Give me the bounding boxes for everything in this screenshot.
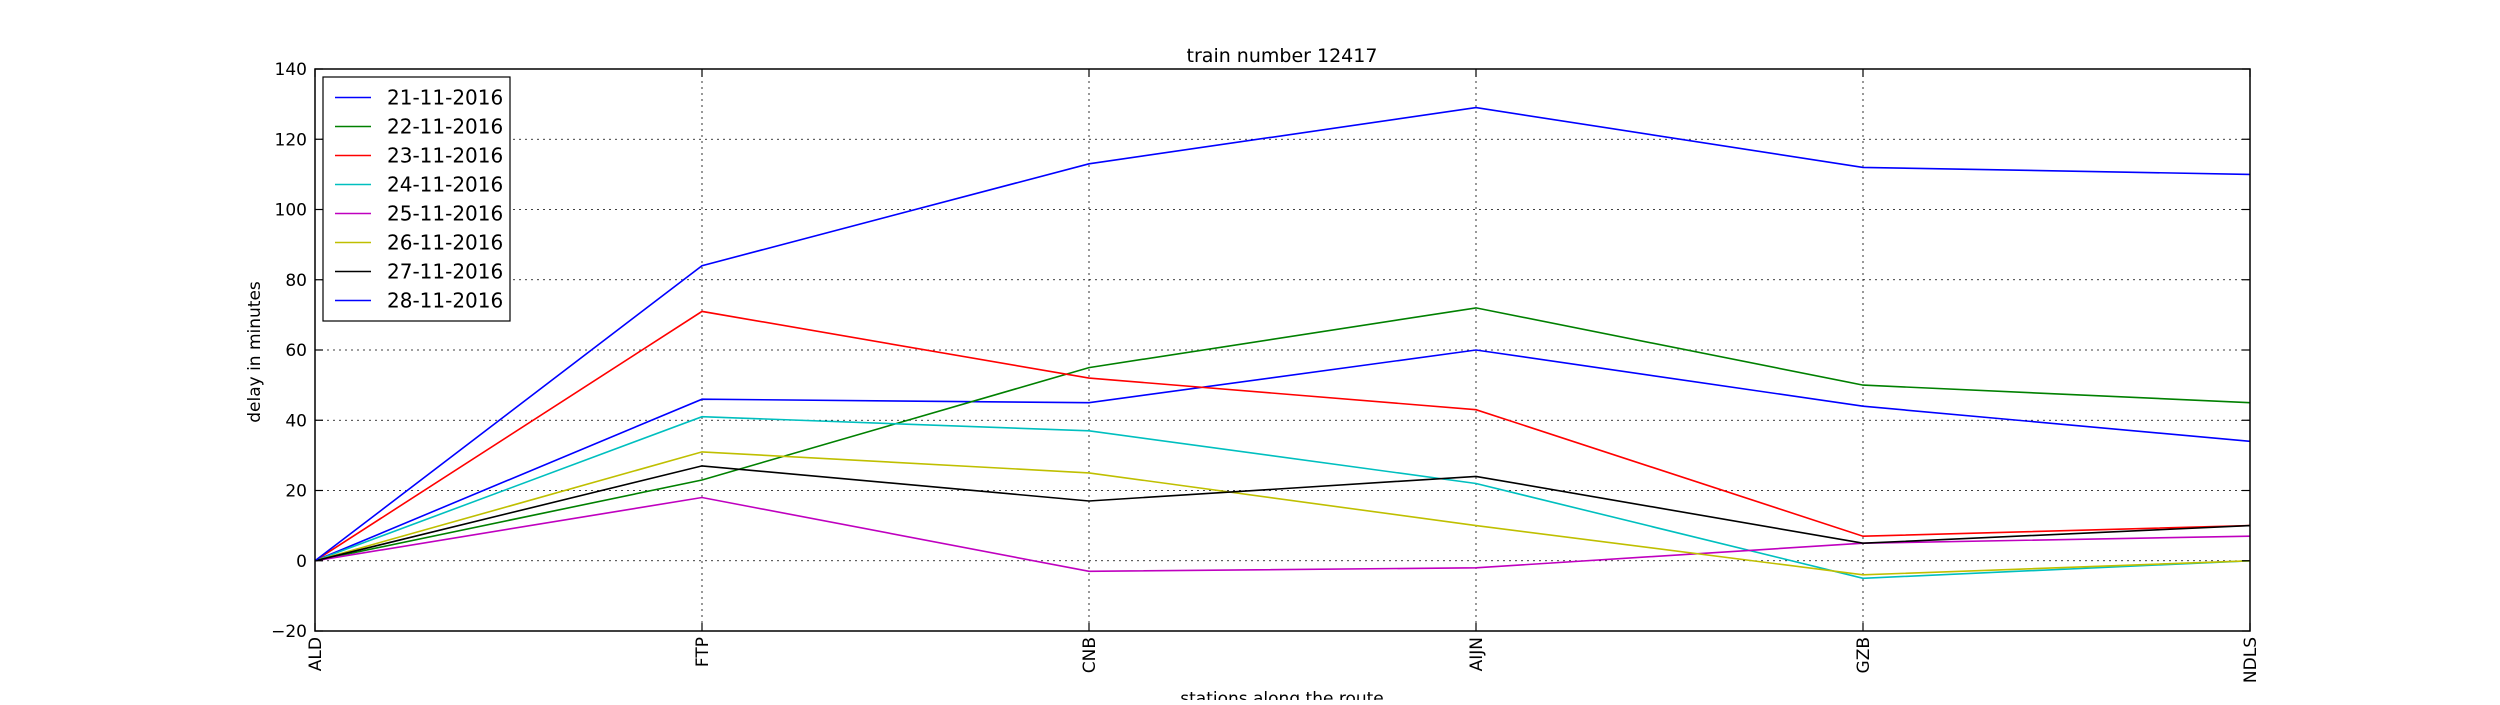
series-line bbox=[314, 465, 2251, 562]
legend-label: 22-11-2016 bbox=[387, 115, 503, 139]
legend-label: 23-11-2016 bbox=[387, 144, 503, 168]
legend-label: 25-11-2016 bbox=[387, 202, 503, 226]
legend-label: 26-11-2016 bbox=[387, 231, 503, 255]
x-tick-label: AIJN bbox=[1467, 637, 1487, 671]
legend-label: 24-11-2016 bbox=[387, 173, 503, 197]
series-line bbox=[314, 310, 2251, 562]
y-tick-label: 60 bbox=[285, 341, 307, 361]
series-line bbox=[314, 415, 2251, 580]
series-lines bbox=[314, 106, 2251, 580]
x-tick-label: GZB bbox=[1854, 637, 1874, 673]
y-tick-label: 20 bbox=[285, 482, 307, 502]
legend-label: 27-11-2016 bbox=[387, 260, 503, 284]
legend-box bbox=[322, 76, 511, 322]
y-tick-label: 40 bbox=[285, 411, 307, 431]
y-tick-label: 100 bbox=[275, 201, 307, 221]
legend-label: 21-11-2016 bbox=[387, 86, 503, 110]
x-tick-label: NDLS bbox=[2241, 637, 2261, 683]
y-tick-label: 120 bbox=[275, 130, 307, 150]
y-tick-label: 0 bbox=[296, 552, 307, 572]
y-tick-label: 140 bbox=[275, 60, 307, 80]
series-line bbox=[314, 451, 2251, 576]
y-tick-label: 80 bbox=[285, 271, 307, 291]
x-axis-label: stations along the route bbox=[1180, 689, 1384, 700]
series-line bbox=[314, 349, 2251, 562]
axis-ticks: −20 0 20 40 60 80 100 120 140 ALD FTP CNB AIJN GZB NDL… bbox=[271, 60, 2261, 683]
grid-lines bbox=[314, 68, 2251, 632]
y-axis-label: delay in minutes bbox=[245, 281, 265, 423]
series-line bbox=[314, 496, 2251, 573]
x-tick-label: ALD bbox=[306, 637, 326, 671]
chart-title: train number 12417 bbox=[1187, 45, 1378, 67]
legend-label: 28-11-2016 bbox=[387, 289, 503, 313]
series-line bbox=[314, 106, 2251, 562]
y-tick-label: −20 bbox=[271, 622, 307, 642]
series-line bbox=[314, 307, 2251, 562]
x-tick-label: CNB bbox=[1080, 637, 1100, 673]
x-tick-label: FTP bbox=[693, 637, 713, 667]
legend: 21-11-2016 22-11-2016 23-11-2016 24-11-2016… bbox=[322, 76, 511, 322]
